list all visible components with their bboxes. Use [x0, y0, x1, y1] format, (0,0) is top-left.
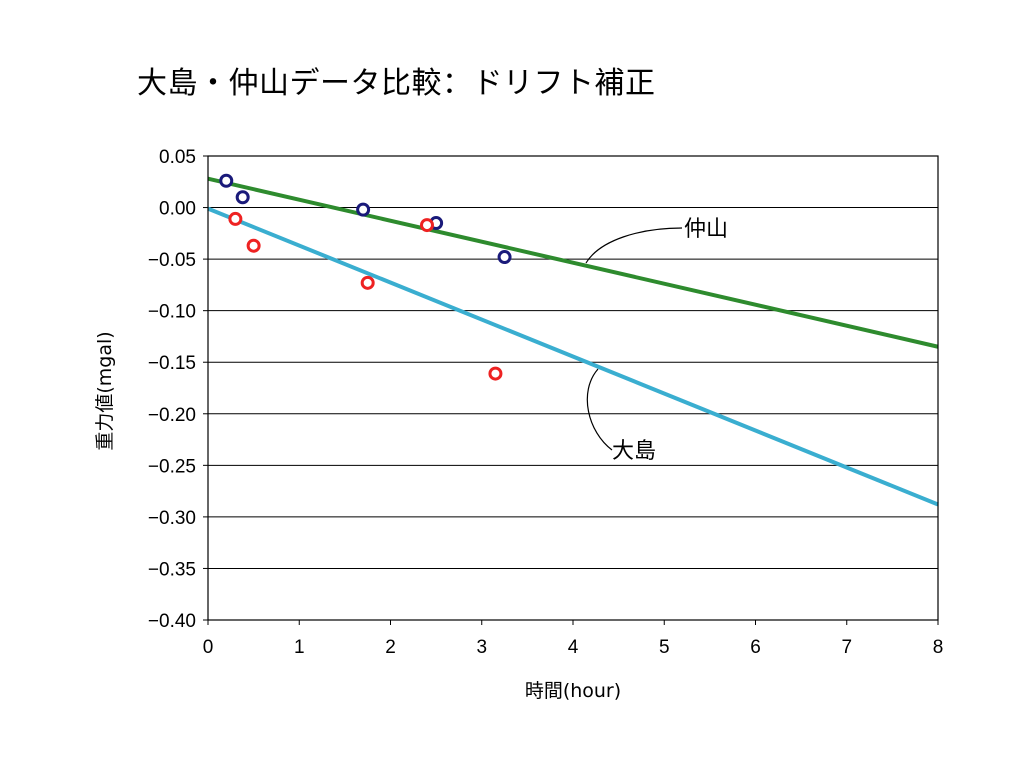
x-tick-label: 5 [659, 637, 670, 658]
data-point-仲山 [219, 173, 234, 188]
leader-line-nakayama [585, 227, 683, 264]
x-tick-label: 4 [568, 637, 579, 658]
y-tick-label: 0.05 [159, 147, 196, 168]
y-tick-label: −0.10 [148, 302, 196, 323]
annotation-nakayama: 仲山 [684, 217, 728, 242]
y-tick-label: −0.40 [148, 611, 196, 632]
x-tick-label: 3 [476, 637, 487, 658]
x-tick-label: 8 [933, 637, 944, 658]
data-point-大島 [488, 366, 503, 381]
data-point-仲山 [497, 250, 512, 265]
plot-area [207, 155, 939, 621]
y-tick-label: −0.05 [148, 250, 196, 271]
data-points [219, 173, 512, 381]
data-point-仲山 [356, 202, 371, 217]
y-axis-label: 重力値(mgal) [94, 331, 116, 450]
y-axis-ticks: 0.05 0.00 −0.05 −0.10 −0.15 −0.20 −0.25 −0.30 −0… [148, 147, 208, 632]
data-point-大島 [360, 275, 375, 290]
annotation-oshima: 大島 [612, 439, 656, 464]
x-tick-label: 0 [203, 637, 214, 658]
leader-lines [585, 227, 683, 451]
leader-line-oshima [586, 368, 613, 451]
x-tick-label: 1 [294, 637, 305, 658]
trend-line-大島 [207, 206, 939, 507]
x-tick-label: 7 [841, 637, 852, 658]
x-axis-ticks: 0 1 2 3 4 5 6 7 8 [203, 620, 944, 658]
x-axis-label: 時間(hour) [525, 680, 621, 702]
chart-title: 大島・仲山データ比較：ドリフト補正 [137, 66, 656, 101]
y-tick-label: 0.00 [159, 199, 196, 220]
x-tick-label: 2 [385, 637, 396, 658]
data-point-仲山 [235, 190, 250, 205]
y-tick-label: −0.15 [148, 353, 196, 374]
data-point-大島 [228, 211, 243, 226]
x-tick-label: 6 [750, 637, 761, 658]
trend-line-仲山 [207, 176, 939, 349]
trend-lines [207, 176, 939, 507]
data-point-大島 [246, 238, 261, 253]
y-tick-label: −0.30 [148, 508, 196, 529]
y-tick-label: −0.20 [148, 405, 196, 426]
y-tick-label: −0.25 [148, 456, 196, 477]
data-point-大島 [420, 218, 434, 233]
y-tick-label: −0.35 [148, 559, 196, 580]
